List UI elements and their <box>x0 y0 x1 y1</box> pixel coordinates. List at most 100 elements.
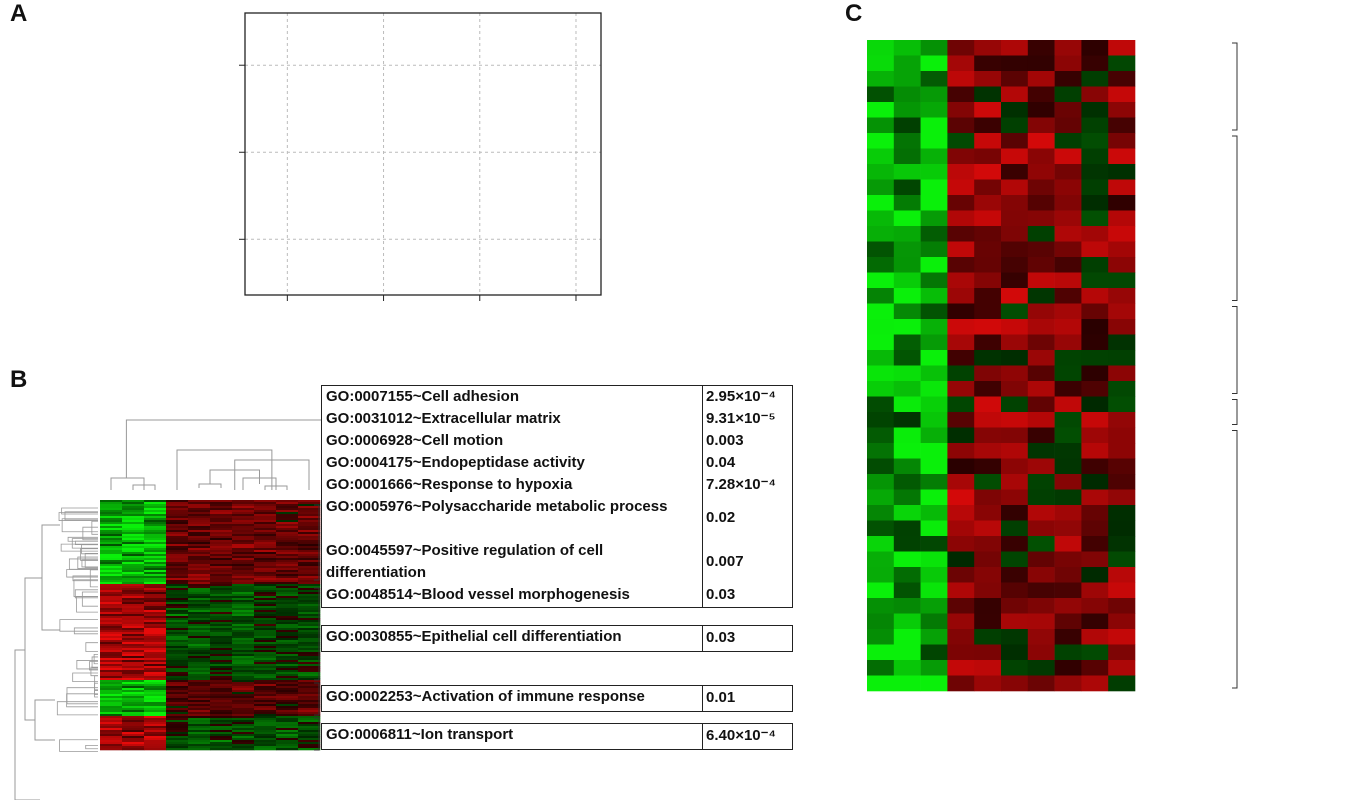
dendrogram-branch <box>73 579 98 597</box>
heatmap-cell <box>974 334 1002 351</box>
heatmap-cell <box>188 612 211 615</box>
heatmap-cell <box>298 740 321 743</box>
heatmap-cell <box>122 704 145 707</box>
go-p-value: 0.03 <box>706 629 736 646</box>
heatmap-cell <box>122 570 145 573</box>
heatmap-cell <box>893 613 921 630</box>
heatmap-cell <box>144 518 167 521</box>
heatmap-cell <box>254 606 277 609</box>
heatmap-cell <box>298 576 321 579</box>
heatmap-cell <box>210 510 233 513</box>
heatmap-cell <box>188 748 211 751</box>
heatmap-cell <box>210 556 233 559</box>
heatmap-cell <box>188 594 211 597</box>
heatmap-cell <box>122 536 145 539</box>
heatmap-cell <box>100 614 123 617</box>
heatmap-cell <box>867 644 895 661</box>
heatmap-cell <box>232 740 255 743</box>
heatmap-cell <box>298 678 321 681</box>
heatmap-cell <box>144 616 167 619</box>
heatmap-cell <box>144 676 167 679</box>
heatmap-cell <box>122 602 145 605</box>
clustered-heatmap <box>14 419 325 800</box>
heatmap-cell <box>893 567 921 583</box>
heatmap-cell <box>276 748 299 751</box>
heatmap-cell <box>166 734 189 737</box>
heatmap-cell <box>166 646 189 649</box>
heatmap-cell <box>210 568 233 571</box>
heatmap-cell <box>920 164 948 180</box>
heatmap-cell <box>232 502 255 505</box>
heatmap-cell <box>144 660 167 663</box>
heatmap-cell <box>122 692 145 695</box>
heatmap-cell <box>254 710 277 713</box>
heatmap-cell <box>254 562 277 565</box>
heatmap-cell <box>166 710 189 713</box>
heatmap-cell <box>188 680 211 683</box>
heatmap-cell <box>232 632 255 635</box>
heatmap-cell <box>166 558 189 561</box>
heatmap-cell <box>1027 629 1055 645</box>
heatmap-cell <box>232 602 255 605</box>
heatmap-cell <box>166 650 189 653</box>
heatmap-cell <box>867 582 895 599</box>
heatmap-cell <box>188 504 211 507</box>
heatmap-cell <box>232 658 255 661</box>
heatmap-cell <box>144 664 167 667</box>
heatmap-cell <box>254 530 277 533</box>
heatmap-cell <box>166 702 189 705</box>
heatmap-cell <box>298 658 321 661</box>
heatmap-cell <box>1001 179 1029 196</box>
heatmap-cell <box>1001 148 1029 165</box>
heatmap-cell <box>122 588 145 591</box>
heatmap-cell <box>947 644 975 661</box>
heatmap-cell <box>276 580 299 583</box>
heatmap-cell <box>144 630 167 633</box>
heatmap-cell <box>144 690 167 693</box>
heatmap-cell <box>893 396 921 413</box>
heatmap-cell <box>920 582 948 599</box>
heatmap-cell <box>298 622 321 625</box>
heatmap-cell <box>254 570 277 573</box>
heatmap-cell <box>144 610 167 613</box>
heatmap-cell <box>166 586 189 589</box>
heatmap-cell <box>1108 520 1136 537</box>
heatmap-cell <box>210 726 233 729</box>
heatmap-cell <box>254 650 277 653</box>
heatmap-cell <box>210 570 233 573</box>
heatmap-cell <box>1054 520 1082 537</box>
heatmap-cell <box>298 618 321 621</box>
heatmap-cell <box>144 524 167 527</box>
heatmap-cell <box>232 596 255 599</box>
heatmap-cell <box>298 728 321 731</box>
heatmap-cell <box>867 71 895 87</box>
go-term: GO:0030855~Epithelial cell differentiati… <box>326 628 622 645</box>
heatmap-cell <box>298 674 321 677</box>
heatmap-cell <box>210 696 233 699</box>
heatmap-cell <box>144 686 167 689</box>
heatmap-cell <box>920 551 948 568</box>
heatmap-cell <box>298 648 321 651</box>
heatmap-cell <box>166 618 189 621</box>
heatmap-cell <box>188 656 211 659</box>
heatmap-cell <box>100 604 123 607</box>
heatmap-cell <box>188 618 211 621</box>
heatmap-cell <box>974 551 1002 568</box>
heatmap-cell <box>188 688 211 691</box>
heatmap-cell <box>947 133 975 149</box>
heatmap-cell <box>232 626 255 629</box>
heatmap-cell <box>1108 319 1136 335</box>
heatmap-cell <box>188 730 211 733</box>
heatmap-cell <box>100 742 123 745</box>
heatmap-cell <box>1001 272 1029 289</box>
heatmap-cell <box>166 648 189 651</box>
heatmap-cell <box>232 688 255 691</box>
heatmap-cell <box>1054 582 1082 599</box>
heatmap-cell <box>166 616 189 619</box>
heatmap-cell <box>122 744 145 747</box>
heatmap-cell <box>232 560 255 563</box>
heatmap-cell <box>298 516 321 519</box>
heatmap-cell <box>188 614 211 617</box>
heatmap-cell <box>232 744 255 747</box>
heatmap-cell <box>254 680 277 683</box>
